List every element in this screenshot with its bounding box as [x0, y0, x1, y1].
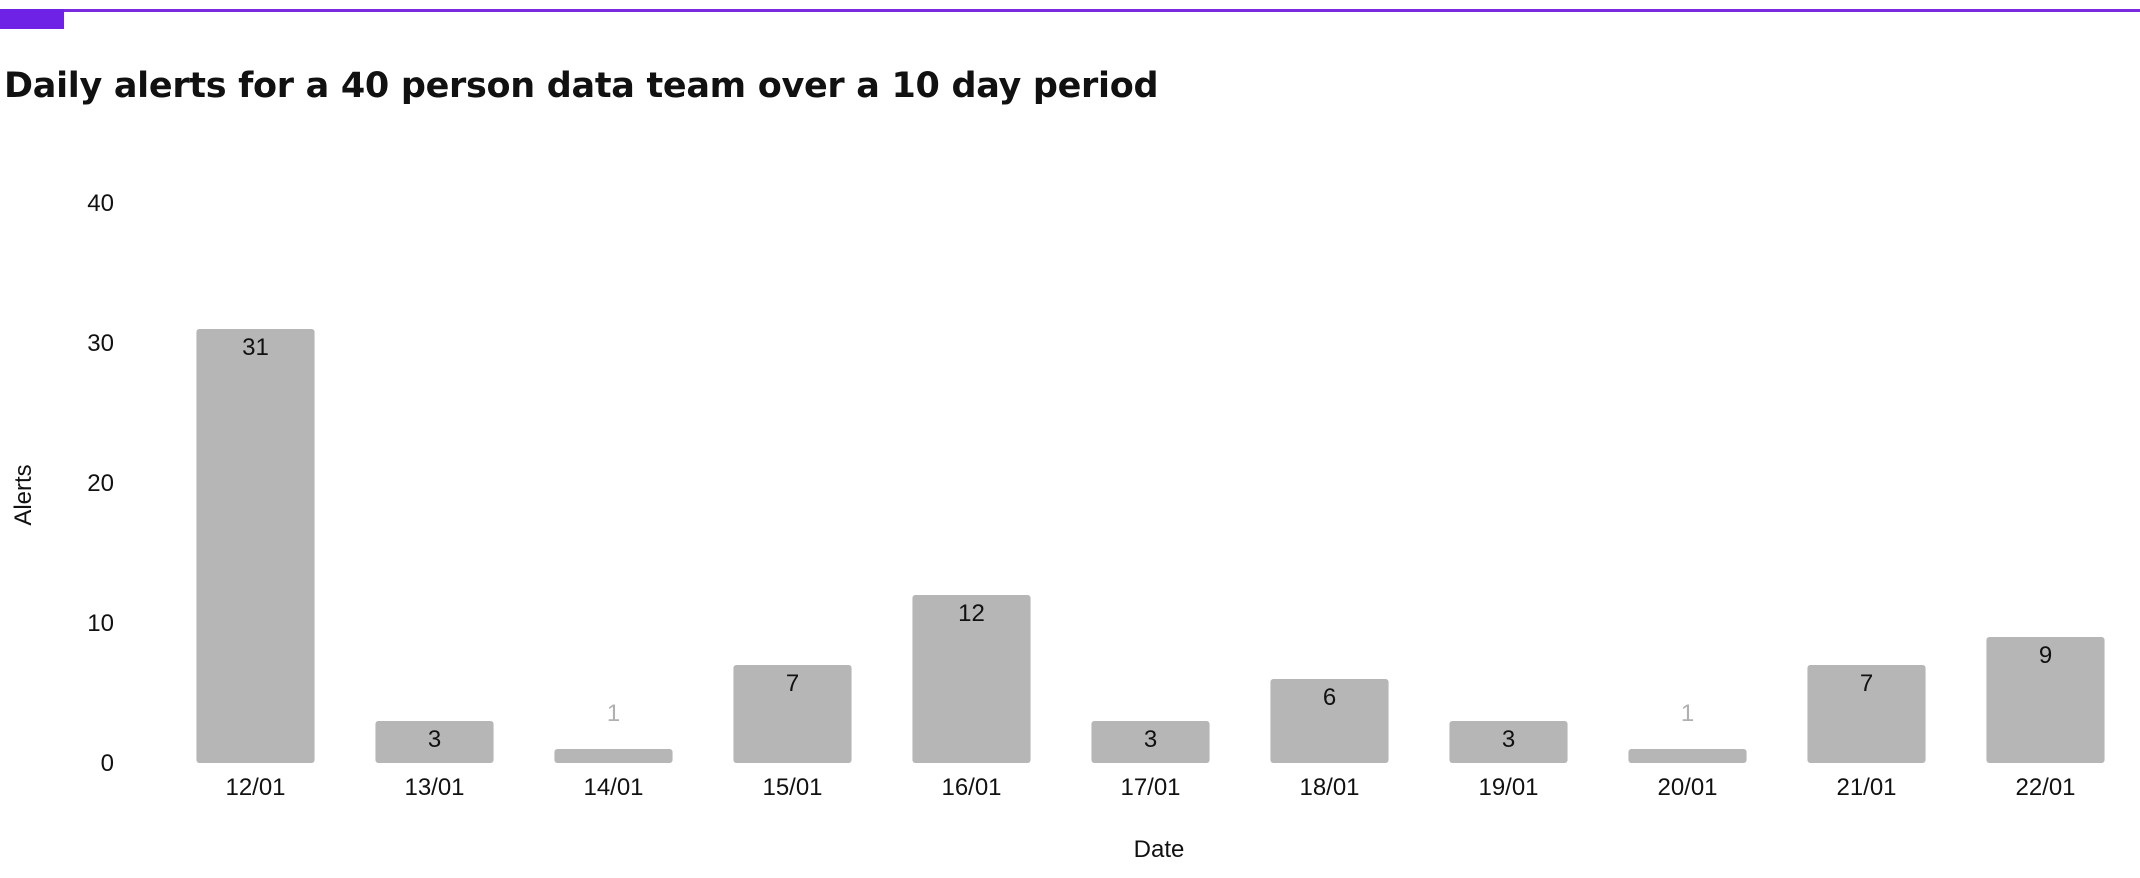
bar-value-label: 6: [1323, 684, 1336, 711]
bar-value-label: 3: [1144, 726, 1157, 753]
x-axis-label: Date: [1134, 836, 1185, 863]
y-axis-ticks: 0 10 20 30 40: [87, 190, 114, 777]
chart-title: Daily alerts for a 40 person data team o…: [4, 66, 1159, 106]
y-axis-label: Alerts: [10, 464, 37, 525]
bar-value-label: 31: [242, 334, 269, 361]
bar: [912, 595, 1031, 763]
x-tick-label: 15/01: [762, 774, 822, 801]
x-axis-ticks: 12/01 13/01 14/01 15/01 16/01 17/01 18/01 19/01…: [225, 774, 2075, 801]
bar: [1807, 665, 1926, 763]
y-tick-label: 30: [87, 330, 114, 357]
y-tick-label: 20: [87, 470, 114, 497]
bar-value-label: 7: [1860, 670, 1873, 697]
x-tick-label: 14/01: [583, 774, 643, 801]
bar: [1449, 721, 1568, 763]
bar: [733, 665, 852, 763]
x-tick-label: 17/01: [1120, 774, 1180, 801]
top-accent-block: [0, 9, 64, 29]
x-tick-label: 22/01: [2015, 774, 2075, 801]
bar: [554, 749, 673, 763]
bar-value-label: 7: [786, 670, 799, 697]
x-tick-label: 21/01: [1836, 774, 1896, 801]
bar-value-label: 3: [428, 726, 441, 753]
x-tick-label: 12/01: [225, 774, 285, 801]
x-tick-label: 19/01: [1478, 774, 1538, 801]
bar: [196, 329, 315, 763]
x-tick-label: 18/01: [1299, 774, 1359, 801]
x-tick-label: 16/01: [941, 774, 1001, 801]
bar-value-label: 12: [958, 600, 985, 627]
bar: [1986, 637, 2105, 763]
y-tick-label: 40: [87, 190, 114, 217]
bar-value-label: 1: [607, 700, 620, 727]
bar-value-label: 1: [1681, 700, 1694, 727]
bar: [1628, 749, 1747, 763]
x-tick-label: 13/01: [404, 774, 464, 801]
bar: [375, 721, 494, 763]
y-tick-label: 0: [101, 750, 114, 777]
top-accent-rule: [0, 9, 2140, 12]
bar-value-label: 9: [2039, 642, 2052, 669]
bar-value-label: 3: [1502, 726, 1515, 753]
x-tick-label: 20/01: [1657, 774, 1717, 801]
y-tick-label: 10: [87, 610, 114, 637]
bar: [1091, 721, 1210, 763]
bar: [1270, 679, 1389, 763]
